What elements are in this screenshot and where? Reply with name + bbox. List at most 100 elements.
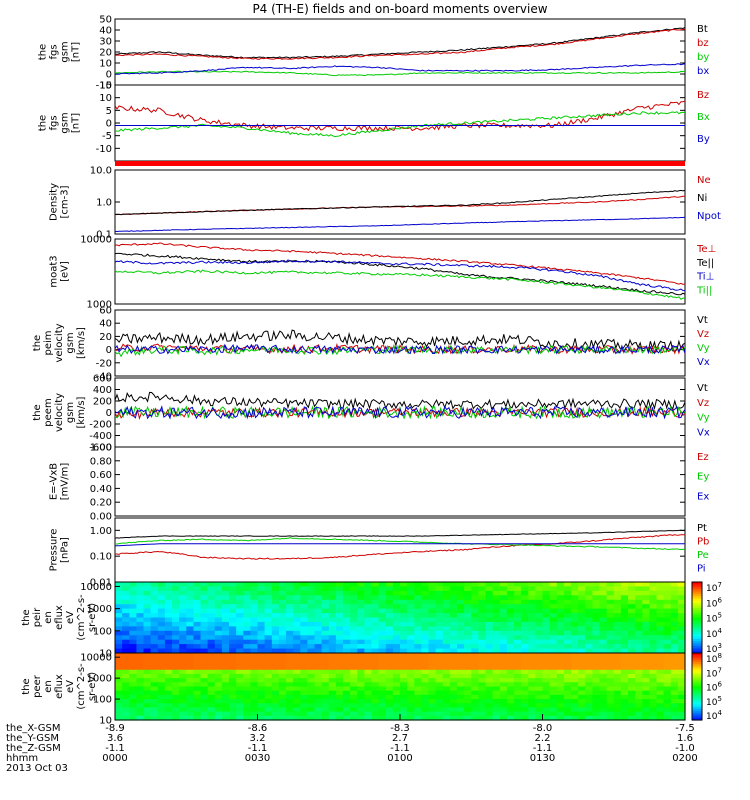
heatmap-cell	[649, 617, 658, 623]
heatmap-cell	[264, 711, 273, 717]
heatmap-cell	[677, 678, 686, 683]
heatmap-cell	[143, 639, 152, 645]
heatmap-cell	[449, 686, 458, 692]
heatmap-cell	[143, 690, 152, 696]
heatmap-cell	[300, 626, 308, 632]
heatmap-cell	[599, 621, 608, 627]
heatmap-cell	[143, 678, 152, 683]
heatmap-cell	[556, 604, 565, 610]
heatmap-cell	[115, 617, 123, 623]
heatmap-cell	[293, 678, 301, 683]
heatmap-cell	[407, 613, 415, 619]
heatmap-cell	[271, 595, 280, 601]
heatmap-cell	[571, 644, 579, 650]
heatmap-cell	[556, 639, 565, 645]
heatmap-cell	[300, 644, 308, 650]
heatmap-cell	[421, 599, 430, 605]
heatmap-cell	[136, 626, 145, 632]
heatmap-cell	[278, 690, 287, 696]
heatmap-cell	[563, 599, 572, 605]
heatmap-cell	[400, 626, 408, 632]
heatmap-cell	[157, 590, 166, 596]
heatmap-cell	[670, 678, 679, 683]
heatmap-cell	[172, 715, 180, 721]
heatmap-cell	[485, 699, 494, 704]
heatmap-cell	[186, 678, 194, 683]
heatmap-cell	[343, 590, 351, 596]
heatmap-cell	[122, 648, 130, 654]
heatmap-cell	[407, 707, 415, 713]
heatmap-cell	[571, 715, 579, 721]
heatmap-cell	[478, 690, 487, 696]
heatmap-cell	[321, 635, 330, 641]
heatmap-cell	[321, 586, 330, 592]
heatmap-cell	[542, 661, 551, 667]
heatmap-cell	[278, 703, 287, 709]
heatmap-cell	[442, 682, 451, 688]
heatmap-cell	[649, 608, 658, 614]
heatmap-cell	[492, 599, 501, 605]
heatmap-cell	[485, 604, 494, 610]
heatmap-cell	[364, 686, 373, 692]
heatmap-cell	[250, 582, 259, 587]
colorbar-cell	[692, 648, 702, 652]
heatmap-cell	[143, 608, 152, 614]
heatmap-cell	[656, 621, 665, 627]
heatmap-cell	[542, 630, 551, 636]
colorbar-label-exp: 6	[717, 681, 722, 689]
heatmap-cell	[492, 617, 501, 623]
heatmap-cell	[499, 604, 508, 610]
heatmap-cell	[435, 639, 444, 645]
heatmap-cell	[506, 694, 515, 700]
heatmap-cell	[663, 639, 672, 645]
heatmap-cell	[528, 703, 536, 709]
heatmap-cell	[578, 617, 586, 623]
heatmap-cell	[556, 582, 565, 587]
heatmap-cell	[578, 707, 586, 713]
heatmap-cell	[514, 590, 522, 596]
heatmap-cell	[635, 626, 643, 632]
heatmap-cell	[236, 635, 244, 641]
y-axis-label: peir	[32, 607, 43, 627]
heatmap-cell	[314, 635, 323, 641]
heatmap-cell	[613, 595, 622, 601]
heatmap-cell	[628, 626, 636, 632]
colorbar-cell	[692, 682, 702, 685]
heatmap-cell	[385, 715, 394, 721]
heatmap-cell	[335, 621, 344, 627]
heatmap-cell	[307, 690, 316, 696]
heatmap-cell	[528, 669, 536, 675]
heatmap-cell	[392, 682, 401, 688]
heatmap-cell	[485, 657, 494, 662]
heatmap-cell	[556, 699, 565, 704]
heatmap-cell	[186, 590, 194, 596]
heatmap-cell	[136, 665, 145, 671]
heatmap-cell	[236, 673, 244, 679]
heatmap-cell	[136, 604, 145, 610]
heatmap-cell	[542, 653, 551, 658]
heatmap-cell	[635, 582, 643, 587]
heatmap-cell	[521, 657, 529, 662]
heatmap-cell	[286, 626, 294, 632]
y-tick-label: 0.40	[90, 484, 112, 495]
heatmap-cell	[606, 626, 615, 632]
ephemeris-value: -1.1	[105, 743, 125, 754]
colorbar-label: 107	[706, 666, 722, 679]
heatmap-cell	[485, 661, 494, 667]
heatmap-cell	[143, 599, 152, 605]
heatmap-cell	[620, 707, 629, 713]
heatmap-cell	[378, 630, 387, 636]
heatmap-cell	[129, 639, 137, 645]
heatmap-cell	[200, 707, 209, 713]
heatmap-cell	[628, 617, 636, 623]
heatmap-cell	[257, 635, 266, 641]
colorbar-cell	[692, 713, 702, 717]
heatmap-cell	[571, 648, 579, 654]
heatmap-cell	[350, 686, 358, 692]
heatmap-cell	[214, 595, 223, 601]
heatmap-cell	[122, 639, 130, 645]
heatmap-cell	[371, 635, 380, 641]
heatmap-cell	[592, 661, 601, 667]
heatmap-cell	[400, 582, 408, 587]
heatmap-cell	[300, 711, 308, 717]
